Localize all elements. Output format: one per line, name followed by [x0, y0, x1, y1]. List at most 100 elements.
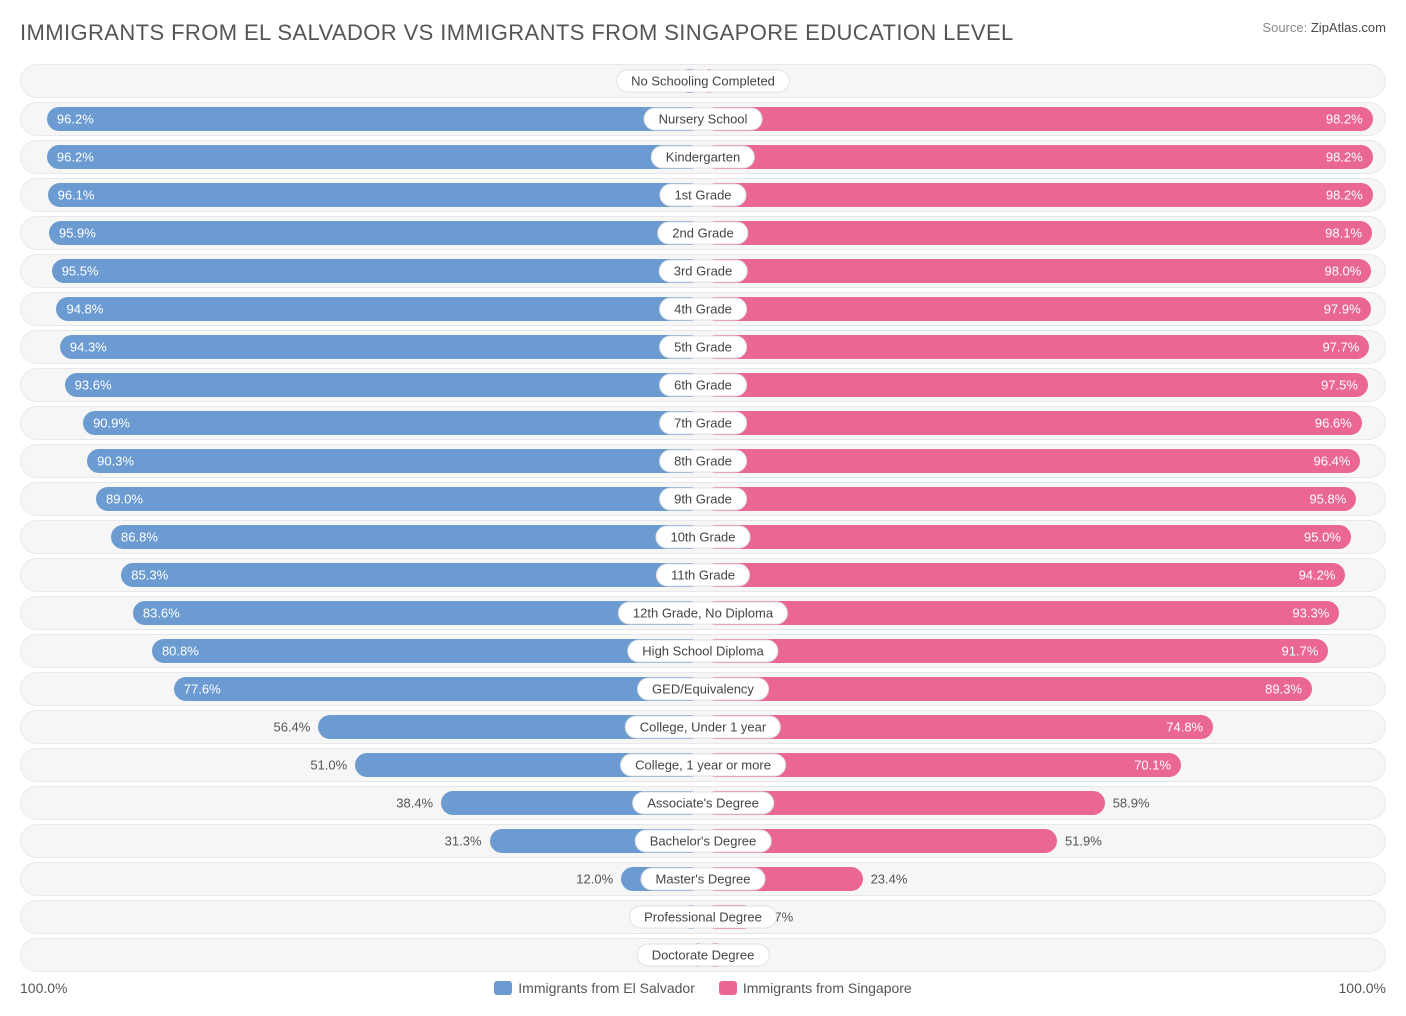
- pct-label-left: 93.6%: [75, 378, 112, 393]
- category-label: High School Diploma: [627, 640, 778, 663]
- bar-left: 94.3%: [60, 335, 703, 359]
- pct-label-right: 97.7%: [1322, 340, 1359, 355]
- pct-label-left: 86.8%: [121, 530, 158, 545]
- axis-max-left: 100.0%: [20, 980, 80, 996]
- pct-label-right: 70.1%: [1134, 758, 1171, 773]
- pct-label-right: 89.3%: [1265, 682, 1302, 697]
- pct-label-left: 96.2%: [57, 112, 94, 127]
- chart-row: 77.6%89.3%GED/Equivalency: [20, 672, 1386, 706]
- chart-row: 80.8%91.7%High School Diploma: [20, 634, 1386, 668]
- bar-left: 96.1%: [48, 183, 703, 207]
- bar-right: 98.2%: [703, 145, 1373, 169]
- chart-row: 89.0% 95.8%9th Grade: [20, 482, 1386, 516]
- chart-row: 96.2%98.2%Kindergarten: [20, 140, 1386, 174]
- chart-row: 31.3%51.9%Bachelor's Degree: [20, 824, 1386, 858]
- pct-label-right: 98.2%: [1326, 188, 1363, 203]
- pct-label-right: 98.2%: [1326, 150, 1363, 165]
- bar-left: 95.5%: [52, 259, 703, 283]
- pct-label-left: 77.6%: [184, 682, 221, 697]
- pct-label-right: 97.5%: [1321, 378, 1358, 393]
- bar-right: 96.4%: [703, 449, 1360, 473]
- chart-row: 12.0%23.4%Master's Degree: [20, 862, 1386, 896]
- pct-label-left: 95.5%: [62, 264, 99, 279]
- bar-right: 96.6%: [703, 411, 1362, 435]
- chart-row: 95.5%98.0%3rd Grade: [20, 254, 1386, 288]
- pct-label-left: 90.3%: [97, 454, 134, 469]
- legend-label-right: Immigrants from Singapore: [743, 980, 912, 996]
- pct-label-right: 51.9%: [1065, 834, 1102, 849]
- pct-label-left: 56.4%: [273, 720, 310, 735]
- bar-right: 98.1%: [703, 221, 1372, 245]
- source-attribution: Source: ZipAtlas.com: [1262, 20, 1386, 35]
- chart-title: IMMIGRANTS FROM EL SALVADOR VS IMMIGRANT…: [20, 20, 1014, 46]
- pct-label-left: 83.6%: [143, 606, 180, 621]
- bar-left: 95.9%: [49, 221, 703, 245]
- legend: Immigrants from El Salvador Immigrants f…: [80, 980, 1326, 996]
- pct-label-left: 12.0%: [576, 872, 613, 887]
- chart-row: 51.0%70.1%College, 1 year or more: [20, 748, 1386, 782]
- category-label: 11th Grade: [656, 564, 750, 587]
- bar-right: 97.9%: [703, 297, 1371, 321]
- bar-left: 86.8%: [111, 525, 703, 549]
- chart-row: 1.4%3.7%Doctorate Degree: [20, 938, 1386, 972]
- pct-label-left: 96.2%: [57, 150, 94, 165]
- source-label: Source:: [1262, 20, 1307, 35]
- pct-label-right: 97.9%: [1324, 302, 1361, 317]
- bar-left: 85.3%: [121, 563, 703, 587]
- bar-right: 97.5%: [703, 373, 1368, 397]
- bar-right: 94.2%: [703, 563, 1345, 587]
- chart-row: 90.9%96.6%7th Grade: [20, 406, 1386, 440]
- legend-swatch-right-icon: [719, 981, 737, 995]
- legend-item-right: Immigrants from Singapore: [719, 980, 912, 996]
- pct-label-right: 96.4%: [1314, 454, 1351, 469]
- pct-label-right: 98.2%: [1326, 112, 1363, 127]
- pct-label-right: 93.3%: [1292, 606, 1329, 621]
- chart-container: IMMIGRANTS FROM EL SALVADOR VS IMMIGRANT…: [20, 20, 1386, 996]
- chart-row: 86.8%95.0%10th Grade: [20, 520, 1386, 554]
- pct-label-right: 96.6%: [1315, 416, 1352, 431]
- pct-label-left: 80.8%: [162, 644, 199, 659]
- category-label: Nursery School: [644, 108, 763, 131]
- chart-row: 93.6% 97.5% 6th Grade: [20, 368, 1386, 402]
- pct-label-left: 38.4%: [396, 796, 433, 811]
- chart-row: 38.4%58.9%Associate's Degree: [20, 786, 1386, 820]
- legend-label-left: Immigrants from El Salvador: [518, 980, 695, 996]
- chart-row: 95.9%98.1%2nd Grade: [20, 216, 1386, 250]
- bar-left: 90.3%: [87, 449, 703, 473]
- bar-left: 80.8%: [152, 639, 703, 663]
- pct-label-left: 85.3%: [131, 568, 168, 583]
- chart-row: 56.4%74.8%College, Under 1 year: [20, 710, 1386, 744]
- bar-right: 93.3%: [703, 601, 1339, 625]
- bar-left: 90.9%: [83, 411, 703, 435]
- category-label: 9th Grade: [659, 488, 747, 511]
- pct-label-left: 94.3%: [70, 340, 107, 355]
- axis-max-right: 100.0%: [1326, 980, 1386, 996]
- bar-left: 94.8%: [56, 297, 703, 321]
- pct-label-right: 94.2%: [1299, 568, 1336, 583]
- category-label: 5th Grade: [659, 336, 747, 359]
- category-label: 8th Grade: [659, 450, 747, 473]
- pct-label-left: 90.9%: [93, 416, 130, 431]
- bar-left: 96.2%: [47, 145, 703, 169]
- pct-label-left: 94.8%: [66, 302, 103, 317]
- chart-rows: 3.9%1.8%No Schooling Completed96.2%98.2%…: [20, 64, 1386, 972]
- bar-left: 93.6%: [65, 373, 703, 397]
- legend-item-left: Immigrants from El Salvador: [494, 980, 695, 996]
- chart-row: 83.6%93.3%12th Grade, No Diploma: [20, 596, 1386, 630]
- pct-label-left: 89.0%: [106, 492, 143, 507]
- bar-right: 95.8%: [703, 487, 1356, 511]
- pct-label-right: 98.0%: [1324, 264, 1361, 279]
- bar-left: 77.6%: [174, 677, 703, 701]
- pct-label-right: 95.0%: [1304, 530, 1341, 545]
- chart-row: 3.5%7.7%Professional Degree: [20, 900, 1386, 934]
- category-label: College, Under 1 year: [625, 716, 781, 739]
- category-label: Doctorate Degree: [637, 944, 770, 967]
- bar-right: 98.2%: [703, 107, 1373, 131]
- chart-row: 94.8%97.9%4th Grade: [20, 292, 1386, 326]
- pct-label-left: 31.3%: [445, 834, 482, 849]
- pct-label-right: 98.1%: [1325, 226, 1362, 241]
- category-label: 6th Grade: [659, 374, 747, 397]
- category-label: 1st Grade: [659, 184, 746, 207]
- category-label: College, 1 year or more: [620, 754, 786, 777]
- bar-left: 89.0%: [96, 487, 703, 511]
